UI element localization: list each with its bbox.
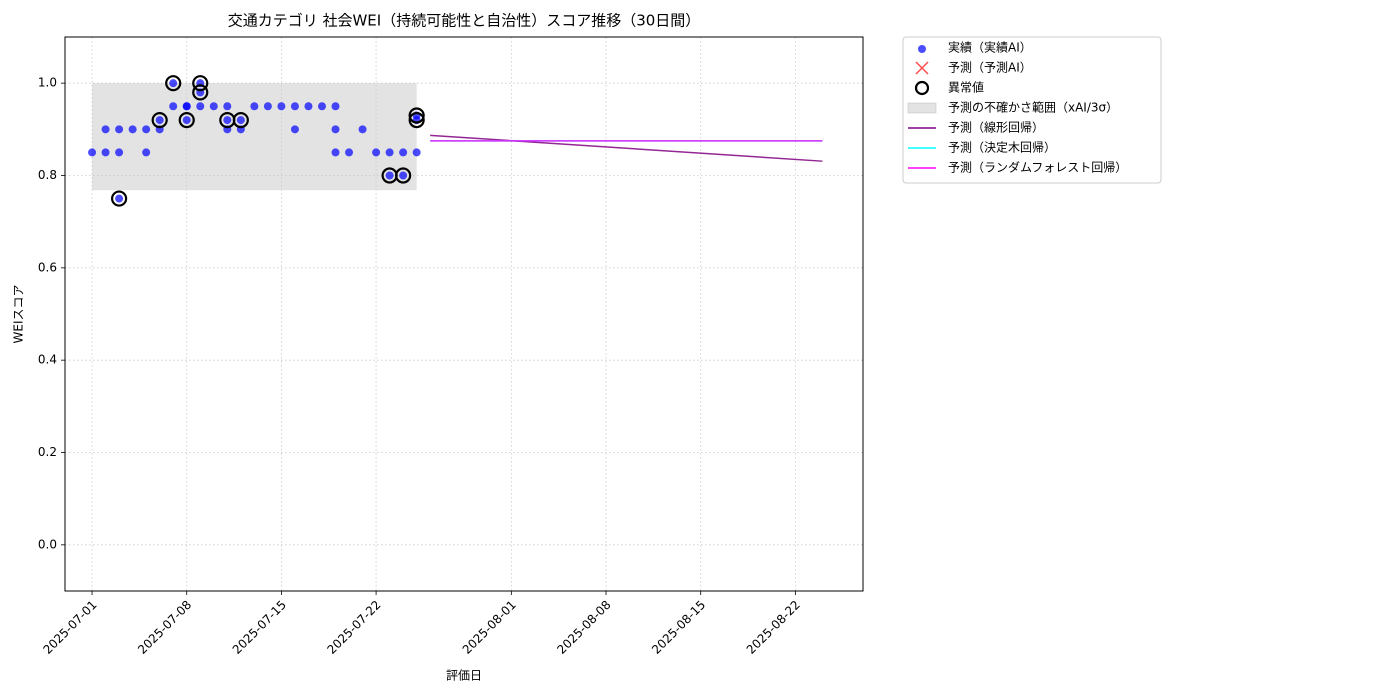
actual-point (101, 148, 110, 157)
x-tick-label: 2025-08-22 (744, 598, 803, 657)
x-tick-label: 2025-08-08 (554, 598, 613, 657)
actual-point (223, 102, 232, 111)
actual-point (101, 125, 110, 134)
legend-box (902, 36, 1162, 184)
x-tick-label: 2025-07-15 (230, 598, 289, 657)
actual-point (196, 102, 205, 111)
legend-label: 予測（線形回帰） (948, 120, 1044, 135)
actual-point (155, 116, 164, 125)
y-tick-label: 0.8 (38, 168, 57, 182)
y-tick-label: 1.0 (38, 76, 57, 90)
legend-label: 実績（実績AI） (948, 40, 1032, 55)
actual-point (209, 102, 218, 111)
legend-label: 予測（予測AI） (948, 61, 1032, 75)
actual-point (142, 125, 151, 134)
actual-point (304, 102, 313, 111)
anomaly-point (408, 107, 425, 124)
prediction-line (430, 134, 823, 162)
anomaly-point (232, 111, 249, 129)
actual-point (182, 102, 191, 111)
anomaly-point (165, 75, 182, 92)
anomaly-point (178, 111, 195, 129)
actual-point (115, 148, 124, 157)
anomaly-point (192, 84, 209, 101)
chart-title: 交通カテゴリ 社会WEI（持続可能性と自治性）スコア推移（30日間） (228, 12, 701, 30)
legend-label: 予測（ランダムフォレスト回帰） (948, 160, 1127, 175)
actual-point (182, 116, 191, 125)
y-tick-label: 0.0 (38, 537, 57, 551)
legend-label: 予測の不確かさ範囲（xAI/3σ） (948, 100, 1118, 115)
actual-point (169, 79, 178, 88)
plot-area (88, 75, 823, 207)
actual-point (345, 148, 354, 157)
x-axis-label: 評価日 (446, 669, 482, 683)
y-tick-label: 0.4 (38, 353, 57, 367)
y-tick-label: 0.2 (38, 445, 57, 459)
actual-point (250, 102, 259, 111)
actual-point (331, 148, 340, 157)
anomaly-point (151, 111, 168, 129)
y-axis-label: WEIスコア (12, 285, 26, 344)
y-tick-label: 0.6 (38, 260, 57, 274)
actual-point (128, 125, 137, 134)
actual-point (290, 125, 299, 134)
anomaly-point (408, 111, 425, 129)
actual-point (331, 102, 340, 111)
anomaly-point (111, 190, 128, 207)
actual-point (331, 125, 340, 134)
anomaly-point (395, 167, 412, 184)
actual-point (142, 148, 151, 157)
legend-swatch (918, 45, 926, 53)
anomaly-point (192, 75, 209, 92)
actual-point (169, 102, 178, 111)
x-tick-label: 2025-07-08 (135, 598, 194, 657)
legend-swatch (915, 61, 929, 75)
legend-swatch (914, 80, 930, 96)
actual-point (412, 148, 421, 157)
actual-point (115, 125, 124, 134)
actual-point (399, 171, 408, 180)
actual-point (236, 116, 245, 125)
x-tick-label: 2025-08-15 (649, 598, 708, 657)
legend-label: 予測（決定木回帰） (948, 141, 1056, 155)
actual-point (385, 171, 394, 180)
x-tick-label: 2025-07-22 (324, 598, 383, 657)
actual-point (290, 102, 299, 111)
actual-point (399, 148, 408, 157)
actual-point (372, 148, 381, 157)
actual-point (317, 102, 326, 111)
plot-frame (64, 36, 864, 592)
legend-label: 異常値 (948, 80, 984, 95)
actual-point (277, 102, 286, 111)
x-tick-label: 2025-08-01 (460, 598, 519, 657)
actual-point (385, 148, 394, 157)
legend-swatch (907, 102, 937, 114)
actual-point (263, 102, 272, 111)
actual-point (115, 194, 124, 203)
actual-point (223, 116, 232, 125)
x-tick-label: 2025-07-01 (40, 598, 99, 657)
uncertainty-band (92, 83, 417, 191)
actual-point (358, 125, 367, 134)
actual-point (88, 148, 97, 157)
